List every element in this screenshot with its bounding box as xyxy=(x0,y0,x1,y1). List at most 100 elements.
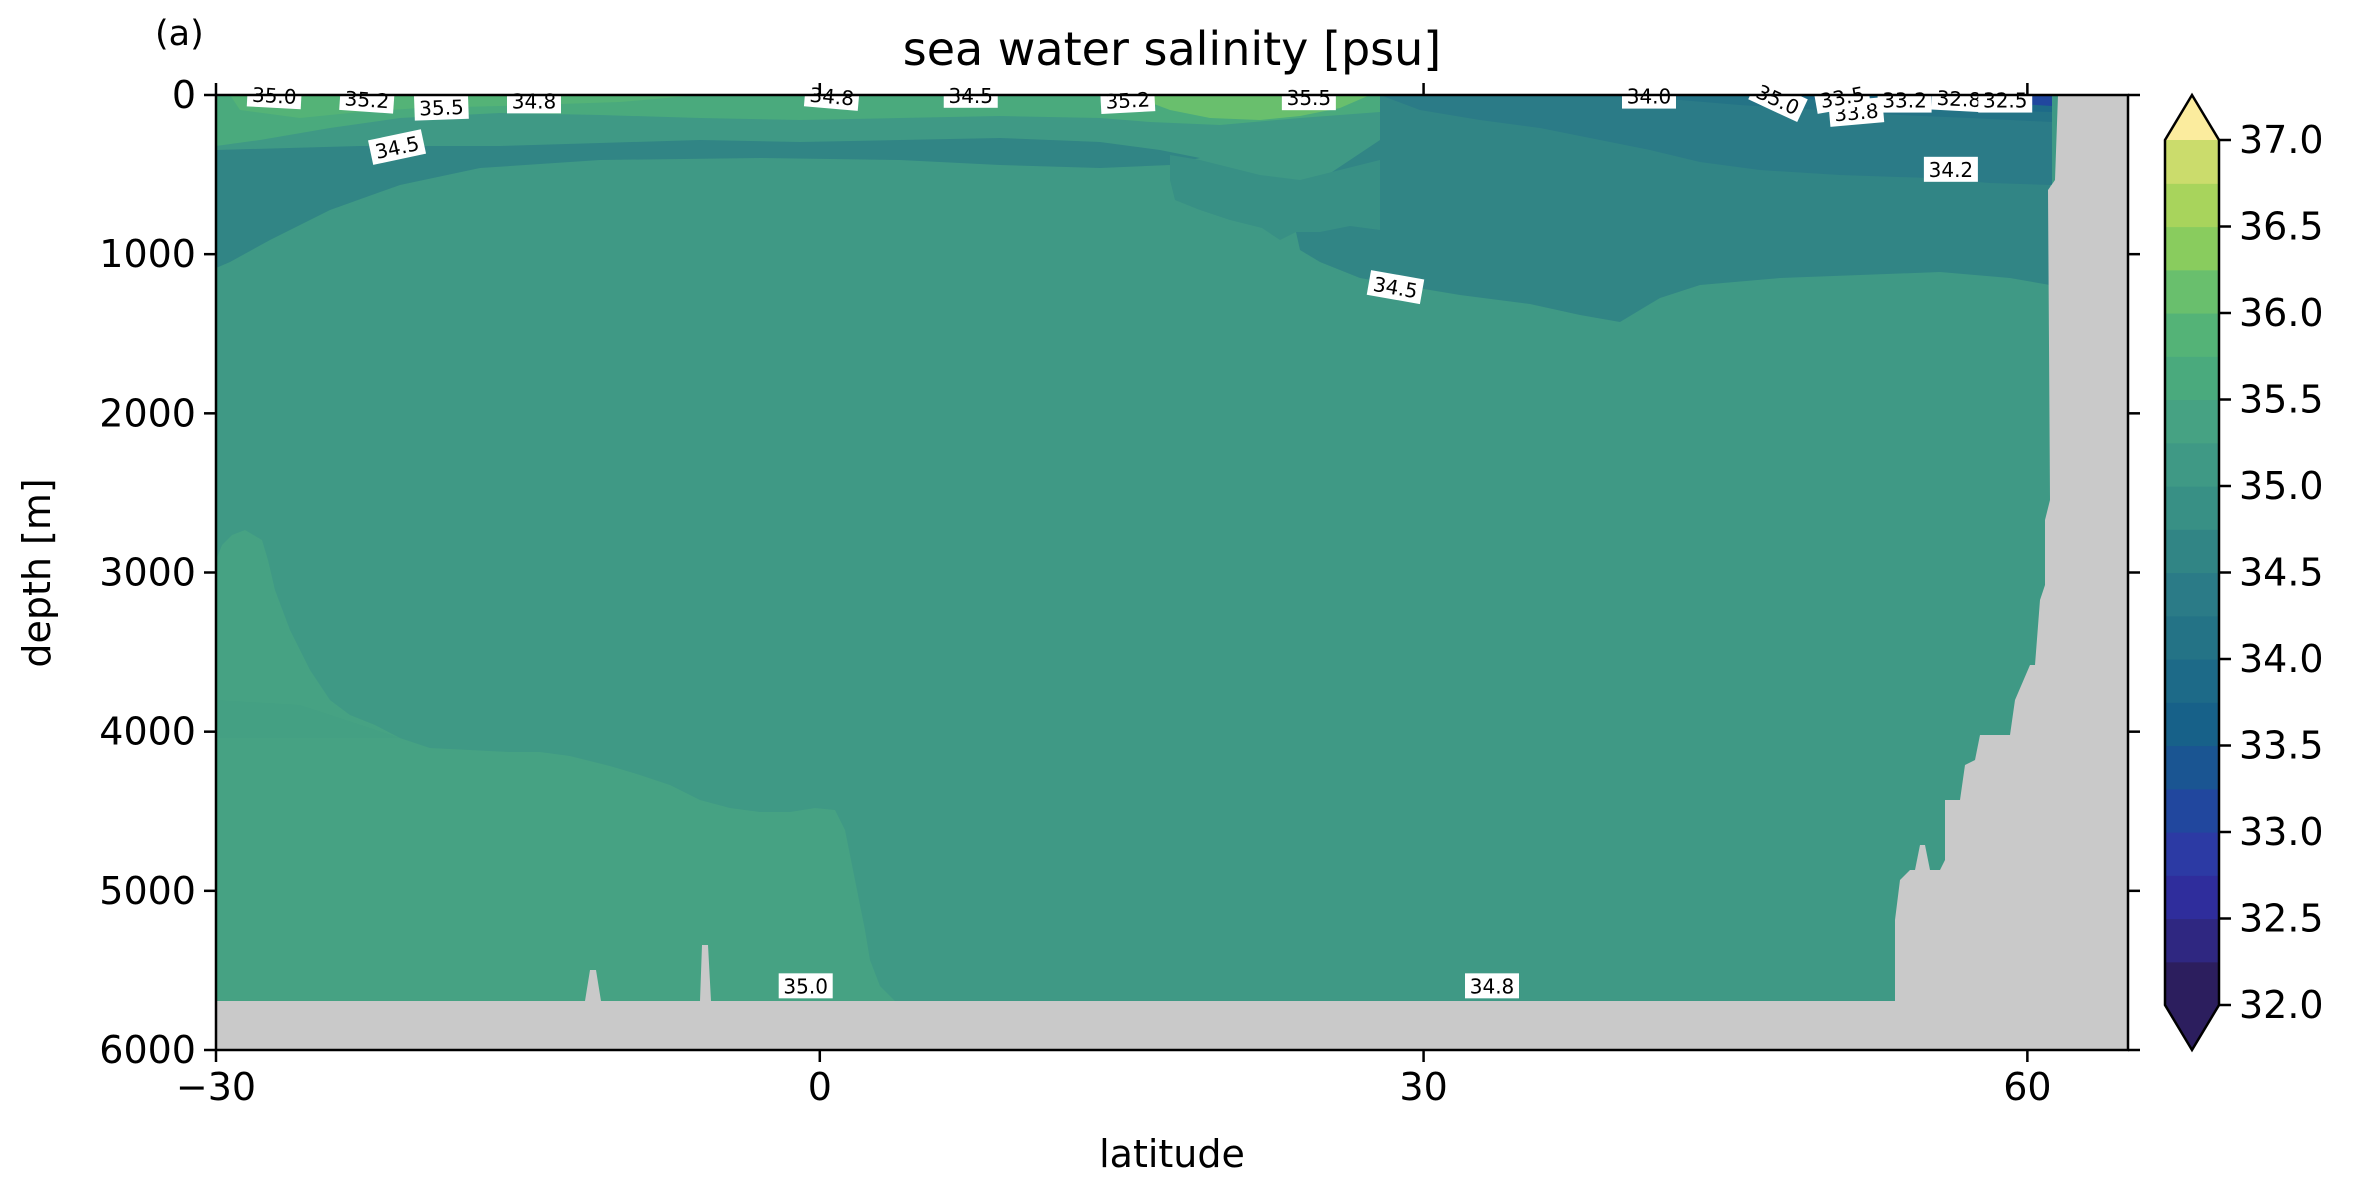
colorbar: 32.0 32.5 33.0 33.5 34.0 34.5 35.0 35.5 36.0 36.5… xyxy=(2163,92,2324,1053)
colorbar-segment xyxy=(2165,183,2219,228)
y-axis: 0 1000 2000 3000 4000 5000 6000 xyxy=(99,73,2140,1072)
y-tick-label: 2000 xyxy=(99,391,196,435)
colorbar-segment xyxy=(2165,486,2219,530)
southern-saline-deep-water xyxy=(216,530,895,1001)
colorbar-segment xyxy=(2165,961,2219,1006)
contour-label: 35.0 xyxy=(778,973,833,999)
colorbar-tick-label: 35.0 xyxy=(2239,464,2324,508)
contour-label-box xyxy=(1931,84,1987,113)
colorbar-segment xyxy=(2165,356,2219,401)
contour-label-box xyxy=(1281,85,1336,111)
contour-label-box xyxy=(778,973,833,999)
x-axis: −30 0 30 60 xyxy=(176,83,2052,1109)
contour-label-text: 34.8 xyxy=(809,83,855,111)
x-axis-label: latitude xyxy=(1099,1132,1245,1176)
north-surface-fresh-band xyxy=(1380,95,2052,185)
y-tick-label: 5000 xyxy=(99,869,196,913)
contour-label-box xyxy=(1465,973,1520,999)
mediterranean-outflow-lobe xyxy=(1170,155,1380,240)
y-tick-label: 0 xyxy=(172,73,196,117)
southern-bottom-contour-hint xyxy=(216,700,400,738)
colorbar-segment xyxy=(2165,226,2219,271)
contour-label-text: 32.8 xyxy=(1936,86,1982,112)
contour-label: 35.5 xyxy=(413,93,469,121)
chart-title: sea water salinity [psu] xyxy=(903,22,1442,76)
colorbar-segment xyxy=(2165,399,2219,444)
contour-label: 34.8 xyxy=(1465,973,1520,999)
colorbar-tick-label: 33.5 xyxy=(2239,724,2324,768)
contour-label: 33.2 xyxy=(1877,87,1932,113)
contour-label-box xyxy=(1813,79,1871,114)
colorbar-tick-label: 36.0 xyxy=(2239,291,2324,335)
colorbar-segment xyxy=(2165,572,2219,617)
contour-label: 35.2 xyxy=(1100,86,1156,114)
contour-label-text: 34.8 xyxy=(1470,974,1515,998)
colorbar-segment xyxy=(2165,745,2219,790)
colorbar-tick-label: 34.0 xyxy=(2239,637,2324,681)
colorbar-tick-label: 36.5 xyxy=(2239,205,2324,249)
colorbar-tick-label: 34.5 xyxy=(2239,551,2324,595)
y-tick-label: 3000 xyxy=(99,551,196,595)
contour-label-text: 35.5 xyxy=(419,95,464,121)
y-tick-label: 6000 xyxy=(99,1028,196,1072)
contour-label-text: 34.8 xyxy=(512,89,557,113)
x-tick-label: 30 xyxy=(1399,1065,1447,1109)
colorbar-segment xyxy=(2165,269,2219,314)
x-tick-label: −30 xyxy=(176,1065,256,1109)
contour-label-box xyxy=(339,84,395,114)
intermediate-water-tongue xyxy=(216,138,1200,268)
colorbar-segment xyxy=(2165,615,2219,660)
colorbar-segment xyxy=(2165,529,2219,574)
colorbar-tick-label: 33.0 xyxy=(2239,810,2324,854)
y-axis-label: depth [m] xyxy=(15,478,59,667)
colorbar-tick-label: 32.5 xyxy=(2239,897,2324,941)
contour-label: 34.8 xyxy=(506,88,561,114)
contour-label-text: 35.2 xyxy=(344,86,390,113)
contour-label: 35.5 xyxy=(1281,85,1336,111)
contour-label-box xyxy=(506,88,561,114)
contour-label-text: 34.2 xyxy=(1929,158,1974,182)
contour-label-box xyxy=(1366,270,1425,305)
contour-label: 35.2 xyxy=(339,84,395,114)
colorbar-segment xyxy=(2165,875,2219,920)
contour-label: 33.5 xyxy=(1813,79,1871,114)
contour-label-box xyxy=(1877,87,1932,113)
contour-label: 32.8 xyxy=(1931,84,1987,113)
colorbar-tick-label: 35.5 xyxy=(2239,378,2324,422)
contour-label-text: 35.2 xyxy=(1105,87,1151,113)
colorbar-extend-max xyxy=(2165,95,2219,140)
contour-label-box xyxy=(368,129,427,165)
colorbar-extend-min xyxy=(2165,1005,2219,1050)
contour-label: 34.2 xyxy=(1923,156,1978,182)
colorbar-segment xyxy=(2165,140,2219,184)
contour-label-text: 35.0 xyxy=(783,974,828,998)
land-mask xyxy=(216,95,2128,1050)
contour-labels: 35.0 35.2 35.5 34.834.534.8 34.5 35.2 35.5 34.0… xyxy=(246,76,2033,999)
contour-label-text: 34.0 xyxy=(1627,85,1672,109)
x-tick-label: 60 xyxy=(2003,1065,2051,1109)
colorbar-segment xyxy=(2165,702,2219,747)
colorbar-segment xyxy=(2165,918,2219,963)
y-tick-label: 1000 xyxy=(99,232,196,276)
contour-label-text: 33.2 xyxy=(1882,89,1927,113)
contour-label-box xyxy=(1978,87,2033,113)
contour-label-box xyxy=(1100,86,1156,114)
contour-label-text: 35.5 xyxy=(1287,86,1332,110)
colorbar-segment xyxy=(2165,659,2219,703)
contour-label: 32.5 xyxy=(1978,87,2033,113)
y-tick-label: 4000 xyxy=(99,710,196,754)
colorbar-segment xyxy=(2165,442,2219,487)
panel-label: (a) xyxy=(155,14,204,54)
contour-label-box xyxy=(1923,156,1978,182)
colorbar-tick-label: 32.0 xyxy=(2239,983,2324,1027)
contour-label-box xyxy=(413,93,469,121)
colorbar-segment xyxy=(2165,313,2219,357)
colorbar-tick-label: 37.0 xyxy=(2239,118,2324,162)
x-tick-label: 0 xyxy=(808,1065,832,1109)
colorbar-segment xyxy=(2165,788,2219,833)
plot-area xyxy=(216,95,2128,1050)
contour-label: 34.5 xyxy=(368,129,427,165)
contour-label-text: 32.5 xyxy=(1983,89,2028,113)
colorbar-segment xyxy=(2165,832,2219,876)
